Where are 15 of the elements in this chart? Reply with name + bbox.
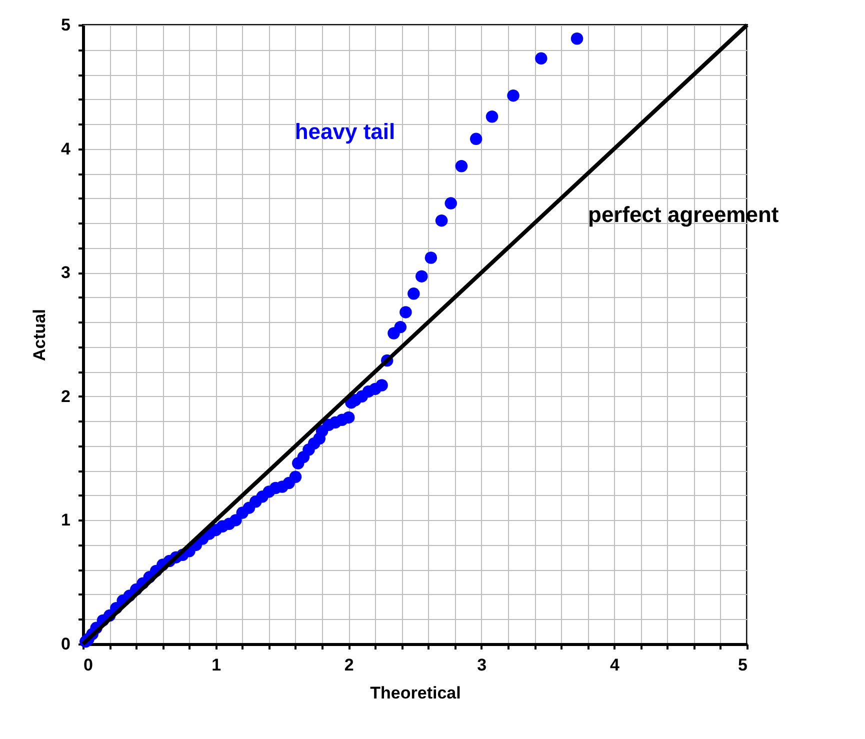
x-tick-label: 3 [477, 656, 487, 674]
x-tick-label: 2 [344, 656, 354, 674]
y-tick-label: 2 [61, 386, 70, 406]
x-tick-label: 5 [738, 656, 748, 674]
y-tick-label: 4 [61, 139, 72, 158]
y-axis-title: Actual [30, 309, 50, 361]
y-tick-label: 5 [61, 16, 70, 34]
y-tick-label: 3 [61, 263, 70, 282]
x-tick-label: 1 [212, 656, 222, 674]
x-tick-label: 0 [84, 656, 93, 674]
annotation: heavy tail [294, 119, 396, 144]
x-axis-title: Theoretical [370, 684, 461, 702]
y-tick-label: 1 [61, 510, 70, 530]
x-tick-label: 4 [610, 656, 620, 674]
y-tick-label: 0 [61, 634, 70, 654]
